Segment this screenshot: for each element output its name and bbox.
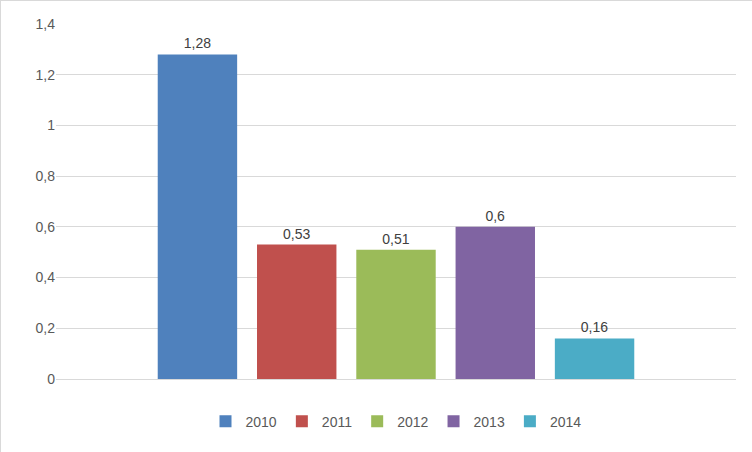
svg-text:0,51: 0,51 bbox=[382, 231, 409, 247]
svg-text:1,4: 1,4 bbox=[36, 16, 56, 32]
svg-text:1: 1 bbox=[47, 117, 55, 133]
svg-text:0,53: 0,53 bbox=[283, 226, 310, 242]
svg-text:0,4: 0,4 bbox=[36, 269, 56, 285]
svg-text:0,16: 0,16 bbox=[581, 319, 608, 335]
svg-text:0,6: 0,6 bbox=[485, 208, 505, 224]
svg-text:0,6: 0,6 bbox=[36, 219, 56, 235]
svg-text:2011: 2011 bbox=[322, 414, 352, 430]
svg-text:0: 0 bbox=[47, 371, 55, 387]
svg-text:2013: 2013 bbox=[474, 414, 505, 430]
svg-text:0,2: 0,2 bbox=[36, 320, 56, 336]
svg-text:2014: 2014 bbox=[550, 414, 581, 430]
svg-text:1,2: 1,2 bbox=[36, 67, 56, 83]
svg-text:2012: 2012 bbox=[397, 414, 428, 430]
svg-text:0,8: 0,8 bbox=[36, 168, 56, 184]
svg-text:2010: 2010 bbox=[246, 414, 277, 430]
svg-text:1,28: 1,28 bbox=[184, 35, 211, 51]
